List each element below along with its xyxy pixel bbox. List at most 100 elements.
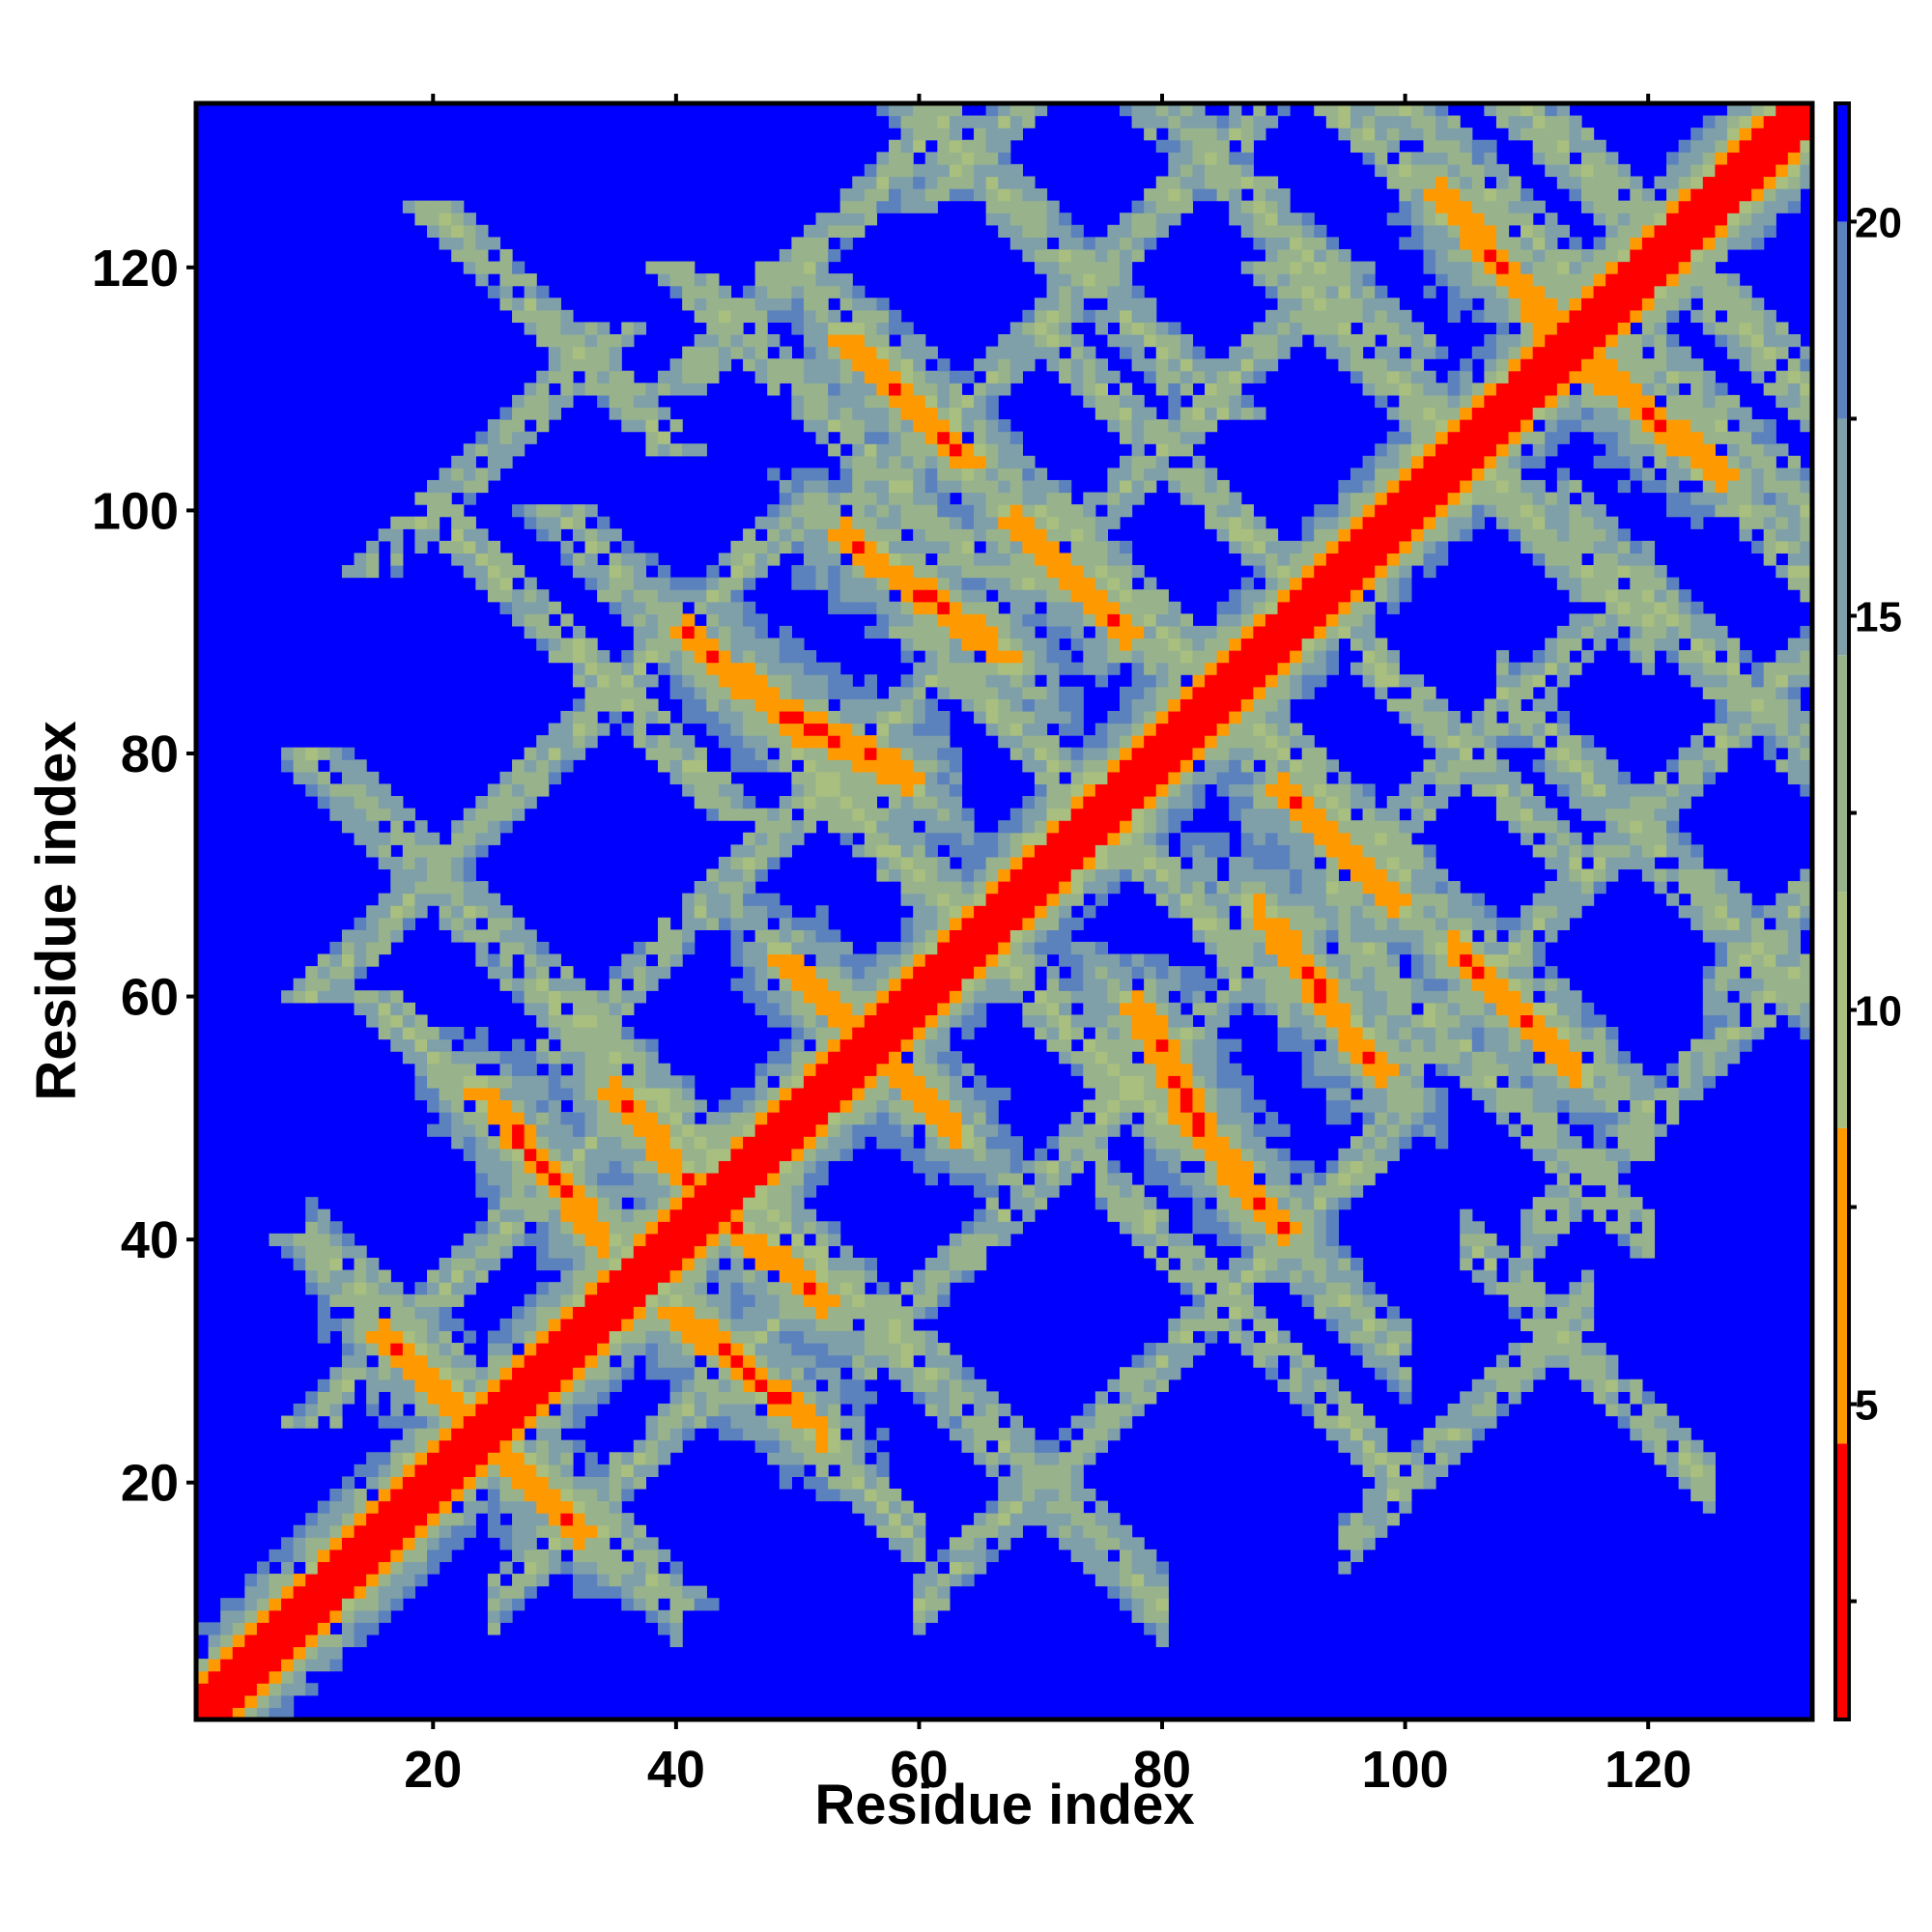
heatmap-cell [985,516,999,529]
heatmap-cell [621,1075,635,1089]
heatmap-cell [937,832,951,845]
heatmap-cell [974,188,987,202]
heatmap-cell [633,1184,647,1198]
heatmap-cell [694,1306,707,1320]
heatmap-cell [828,1014,841,1028]
heatmap-cell [1107,1160,1121,1174]
heatmap-cell [220,1659,234,1672]
heatmap-cell [1046,966,1060,980]
heatmap-cell [463,1428,476,1441]
heatmap-cell [791,1123,805,1137]
heatmap-cell [1144,1136,1157,1150]
heatmap-cell [694,1343,707,1356]
heatmap-cell [803,674,817,688]
heatmap-cell [998,200,1011,213]
heatmap-cell [779,540,792,554]
heatmap-cell [658,1403,671,1417]
heatmap-cell [669,771,683,785]
heatmap-cell [974,1548,987,1563]
heatmap-cell [1094,966,1109,980]
heatmap-cell [876,504,890,518]
heatmap-cell [998,1172,1011,1186]
heatmap-cell [1046,759,1060,773]
heatmap-cell [366,832,380,845]
heatmap-cell [1083,1014,1096,1028]
heatmap-cell [560,1306,574,1320]
heatmap-cell [852,1002,866,1016]
heatmap-cell [913,723,926,736]
heatmap-cell [961,152,975,165]
heatmap-cell [499,953,513,967]
heatmap-cell [730,710,744,724]
heatmap-cell [998,1476,1011,1490]
heatmap-cell [1009,917,1023,930]
heatmap-cell [1144,1087,1157,1101]
heatmap-cell [828,1476,841,1490]
heatmap-cell [900,808,914,821]
heatmap-cell [597,723,611,736]
heatmap-cell [1094,1123,1109,1137]
heatmap-cell [354,1293,367,1307]
heatmap-cell [414,1027,428,1040]
heatmap-cell [1070,601,1084,614]
heatmap-cell [354,759,367,773]
heatmap-cell [815,1221,829,1235]
heatmap-cell [1094,990,1109,1004]
heatmap-cell [390,1452,404,1465]
heatmap-cell [1168,479,1181,494]
heatmap-cell [669,929,683,943]
heatmap-cell [1131,213,1145,226]
heatmap-cell [645,407,659,420]
heatmap-cell [803,334,817,348]
heatmap-cell [1083,638,1096,651]
heatmap-cell [828,1282,841,1295]
heatmap-cell [633,638,647,651]
heatmap-cell [597,1269,611,1283]
heatmap-cell [718,638,732,651]
heatmap-cell [329,1415,343,1429]
heatmap-cell [621,1463,635,1478]
heatmap-cell [548,516,561,529]
heatmap-cell [889,808,902,821]
heatmap-cell [536,1123,550,1137]
heatmap-cell [475,1391,489,1405]
heatmap-cell [791,1428,805,1441]
heatmap-cell [694,358,707,372]
heatmap-cell [390,1415,404,1429]
heatmap-cell [876,528,890,542]
heatmap-cell [524,1136,537,1150]
heatmap-cell [1046,917,1060,930]
heatmap-cell [743,528,756,542]
heatmap-cell [1009,953,1023,967]
heatmap-cell [524,929,537,943]
heatmap-cell [669,638,683,651]
heatmap-cell [949,1391,963,1405]
heatmap-cell [730,1123,744,1137]
heatmap-cell [718,1306,732,1320]
heatmap-cell [743,638,756,651]
heatmap-cell [864,213,878,226]
heatmap-cell [1083,941,1096,955]
heatmap-cell [609,686,622,699]
heatmap-cell [803,419,817,433]
heatmap-cell [961,163,975,178]
heatmap-cell [815,346,829,359]
heatmap-cell [499,261,513,274]
heatmap-cell [754,1367,768,1380]
heatmap-cell [913,1051,926,1065]
heatmap-cell [985,1208,999,1222]
heatmap-cell [779,273,792,287]
heatmap-cell [560,1221,574,1235]
heatmap-cell [1094,1051,1109,1065]
heatmap-cell [706,917,720,930]
heatmap-cell [815,796,829,810]
heatmap-cell [1070,723,1084,736]
heatmap-cell [803,479,817,494]
heatmap-cell [536,1548,550,1563]
heatmap-cell [754,686,768,699]
heatmap-cell [427,856,440,870]
heatmap-cell [961,176,975,189]
heatmap-cell [839,783,853,797]
heatmap-cell [560,650,574,664]
heatmap-cell [645,1063,659,1076]
